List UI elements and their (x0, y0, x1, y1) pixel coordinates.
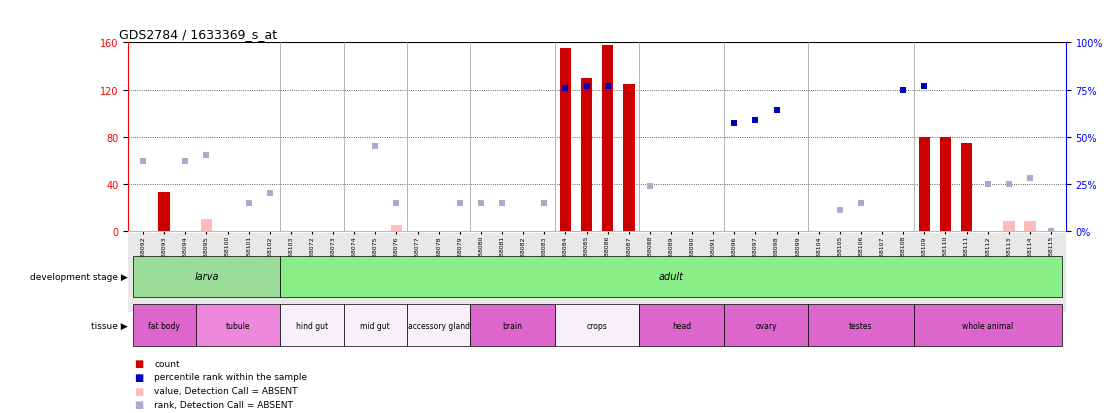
Bar (1003, 222, 1014, 231)
Text: count: count (154, 359, 180, 368)
Text: rank, Detection Call = ABSENT: rank, Detection Call = ABSENT (154, 400, 292, 409)
Text: testes: testes (849, 321, 873, 330)
Text: accessory gland: accessory gland (407, 321, 470, 330)
Text: larva: larva (194, 272, 219, 282)
Bar (559, 49, 571, 231)
Text: ovary: ovary (756, 321, 777, 330)
Text: development stage ▶: development stage ▶ (30, 272, 128, 281)
Text: GDS2784 / 1633369_s_at: GDS2784 / 1633369_s_at (119, 28, 277, 41)
Bar (201, 220, 212, 231)
Bar (580, 78, 593, 231)
Bar (914, 304, 1061, 347)
Bar (918, 137, 930, 231)
Bar (133, 256, 280, 297)
Text: adult: adult (658, 272, 683, 282)
Bar (808, 304, 914, 347)
Text: crops: crops (587, 321, 607, 330)
Bar (133, 304, 196, 347)
Bar (196, 304, 280, 347)
Text: tubule: tubule (225, 321, 250, 330)
Text: mid gut: mid gut (360, 321, 391, 330)
Bar (555, 304, 639, 347)
Bar (470, 304, 555, 347)
Text: brain: brain (502, 321, 522, 330)
Bar (602, 46, 614, 231)
Bar (344, 304, 407, 347)
Text: ■: ■ (134, 358, 143, 368)
Text: fat body: fat body (148, 321, 180, 330)
Text: ■: ■ (134, 399, 143, 409)
Bar (940, 137, 951, 231)
Text: hind gut: hind gut (296, 321, 328, 330)
Bar (407, 304, 470, 347)
Bar (1024, 222, 1036, 231)
Text: tissue ▶: tissue ▶ (92, 321, 128, 330)
Bar (391, 225, 402, 231)
Bar (280, 304, 344, 347)
Bar (280, 256, 1061, 297)
Bar (961, 143, 972, 231)
Bar (724, 304, 808, 347)
Bar (623, 85, 635, 231)
Text: percentile rank within the sample: percentile rank within the sample (154, 373, 307, 382)
Bar (639, 304, 724, 347)
Text: head: head (672, 321, 691, 330)
Text: ■: ■ (134, 386, 143, 396)
Text: whole animal: whole animal (962, 321, 1013, 330)
Text: value, Detection Call = ABSENT: value, Detection Call = ABSENT (154, 386, 298, 395)
Bar (158, 192, 170, 231)
Text: ■: ■ (134, 372, 143, 382)
